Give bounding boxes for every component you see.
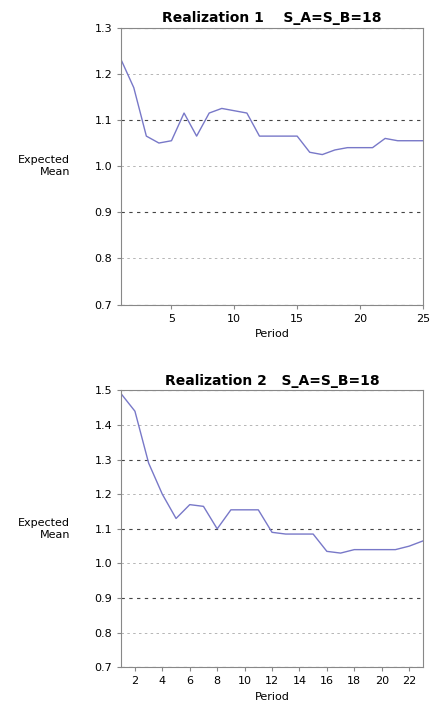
X-axis label: Period: Period — [254, 329, 289, 339]
Y-axis label: Expected
Mean: Expected Mean — [18, 518, 70, 540]
Title: Realization 2   S_A=S_B=18: Realization 2 S_A=S_B=18 — [164, 374, 379, 388]
Y-axis label: Expected
Mean: Expected Mean — [18, 155, 70, 177]
X-axis label: Period: Period — [254, 692, 289, 702]
Title: Realization 1    S_A=S_B=18: Realization 1 S_A=S_B=18 — [162, 11, 382, 25]
